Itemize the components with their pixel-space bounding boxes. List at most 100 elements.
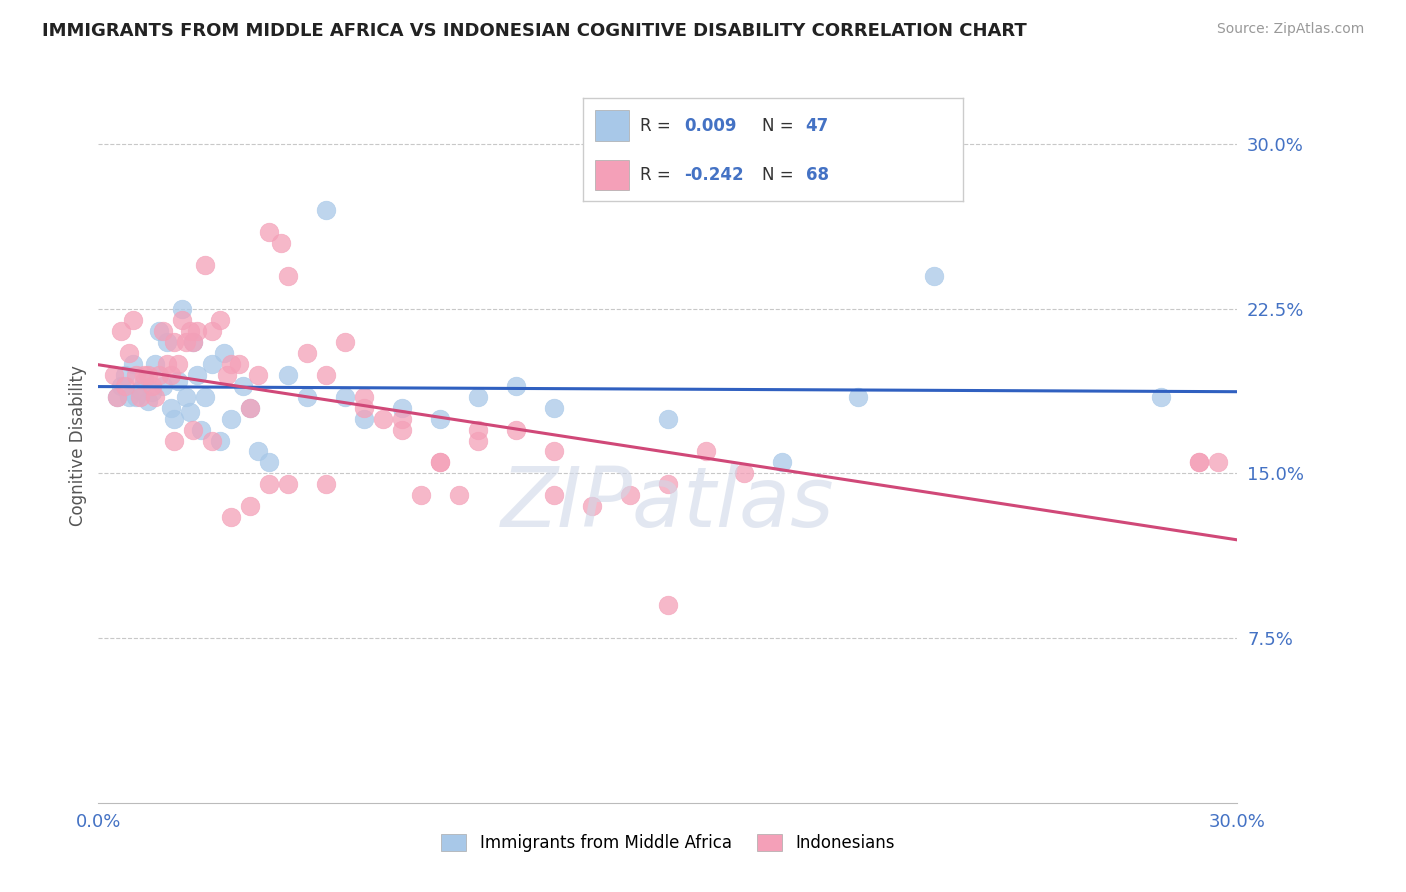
Point bbox=[270, 235, 292, 250]
Point bbox=[657, 598, 679, 612]
Point bbox=[201, 357, 224, 371]
Point bbox=[179, 324, 201, 338]
Point bbox=[145, 357, 167, 371]
Point bbox=[239, 401, 262, 415]
Point bbox=[228, 357, 250, 371]
Point bbox=[429, 411, 451, 425]
Point bbox=[163, 334, 186, 349]
Point bbox=[657, 411, 679, 425]
Point bbox=[371, 411, 394, 425]
Point bbox=[194, 258, 217, 272]
Point bbox=[118, 390, 141, 404]
Point bbox=[429, 455, 451, 469]
Text: 68: 68 bbox=[806, 166, 828, 184]
Point bbox=[657, 477, 679, 491]
Point bbox=[505, 378, 527, 392]
Point bbox=[141, 378, 163, 392]
Point bbox=[277, 268, 299, 283]
Point bbox=[619, 488, 641, 502]
Point bbox=[391, 411, 413, 425]
Point bbox=[183, 334, 205, 349]
Point bbox=[121, 312, 143, 326]
Text: -0.242: -0.242 bbox=[685, 166, 744, 184]
Point bbox=[167, 374, 190, 388]
Text: R =: R = bbox=[641, 117, 676, 135]
Point bbox=[136, 394, 159, 409]
Point bbox=[695, 444, 717, 458]
Point bbox=[217, 368, 239, 382]
Point bbox=[163, 434, 186, 448]
Text: R =: R = bbox=[641, 166, 676, 184]
Point bbox=[1188, 455, 1211, 469]
Point bbox=[118, 345, 141, 359]
Point bbox=[186, 368, 208, 382]
Point bbox=[467, 434, 489, 448]
Point bbox=[277, 368, 299, 382]
Point bbox=[246, 368, 269, 382]
Text: ZIPatlas: ZIPatlas bbox=[501, 463, 835, 543]
Point bbox=[145, 390, 167, 404]
Point bbox=[208, 312, 231, 326]
Point bbox=[315, 202, 337, 217]
Point bbox=[221, 510, 243, 524]
Point bbox=[129, 390, 152, 404]
Point bbox=[152, 378, 174, 392]
Text: Source: ZipAtlas.com: Source: ZipAtlas.com bbox=[1216, 22, 1364, 37]
Point bbox=[174, 390, 197, 404]
Point bbox=[221, 411, 243, 425]
Point bbox=[232, 378, 254, 392]
Point bbox=[277, 477, 299, 491]
Point bbox=[110, 378, 132, 392]
Point bbox=[922, 268, 945, 283]
Point bbox=[429, 455, 451, 469]
Point bbox=[114, 378, 136, 392]
Point bbox=[315, 477, 337, 491]
Point bbox=[201, 324, 224, 338]
Point bbox=[297, 390, 319, 404]
Point bbox=[239, 401, 262, 415]
Point bbox=[353, 390, 375, 404]
Text: IMMIGRANTS FROM MIDDLE AFRICA VS INDONESIAN COGNITIVE DISABILITY CORRELATION CHA: IMMIGRANTS FROM MIDDLE AFRICA VS INDONES… bbox=[42, 22, 1026, 40]
Point bbox=[167, 357, 190, 371]
Point bbox=[391, 423, 413, 437]
Point bbox=[152, 324, 174, 338]
Point bbox=[297, 345, 319, 359]
Point bbox=[543, 444, 565, 458]
Point bbox=[335, 390, 357, 404]
Point bbox=[259, 477, 281, 491]
Point bbox=[125, 390, 148, 404]
Point bbox=[110, 324, 132, 338]
Point bbox=[246, 444, 269, 458]
Point bbox=[212, 345, 235, 359]
Point bbox=[107, 390, 129, 404]
Point bbox=[129, 383, 152, 397]
Legend: Immigrants from Middle Africa, Indonesians: Immigrants from Middle Africa, Indonesia… bbox=[434, 827, 901, 859]
Point bbox=[141, 385, 163, 400]
Point bbox=[449, 488, 471, 502]
FancyBboxPatch shape bbox=[595, 160, 628, 190]
Point bbox=[103, 368, 125, 382]
Point bbox=[467, 390, 489, 404]
Point bbox=[186, 324, 208, 338]
Point bbox=[107, 390, 129, 404]
Point bbox=[581, 500, 603, 514]
Point bbox=[208, 434, 231, 448]
Point bbox=[183, 334, 205, 349]
Point bbox=[770, 455, 793, 469]
Point bbox=[136, 368, 159, 382]
Point bbox=[846, 390, 869, 404]
Point bbox=[259, 455, 281, 469]
Point bbox=[159, 401, 181, 415]
Point bbox=[221, 357, 243, 371]
Point bbox=[335, 334, 357, 349]
Point bbox=[148, 368, 170, 382]
Point bbox=[163, 411, 186, 425]
Point bbox=[170, 301, 193, 316]
Point bbox=[201, 434, 224, 448]
Point bbox=[733, 467, 755, 481]
Point bbox=[467, 423, 489, 437]
Point bbox=[543, 401, 565, 415]
Point bbox=[1188, 455, 1211, 469]
Point bbox=[114, 368, 136, 382]
Point bbox=[315, 368, 337, 382]
